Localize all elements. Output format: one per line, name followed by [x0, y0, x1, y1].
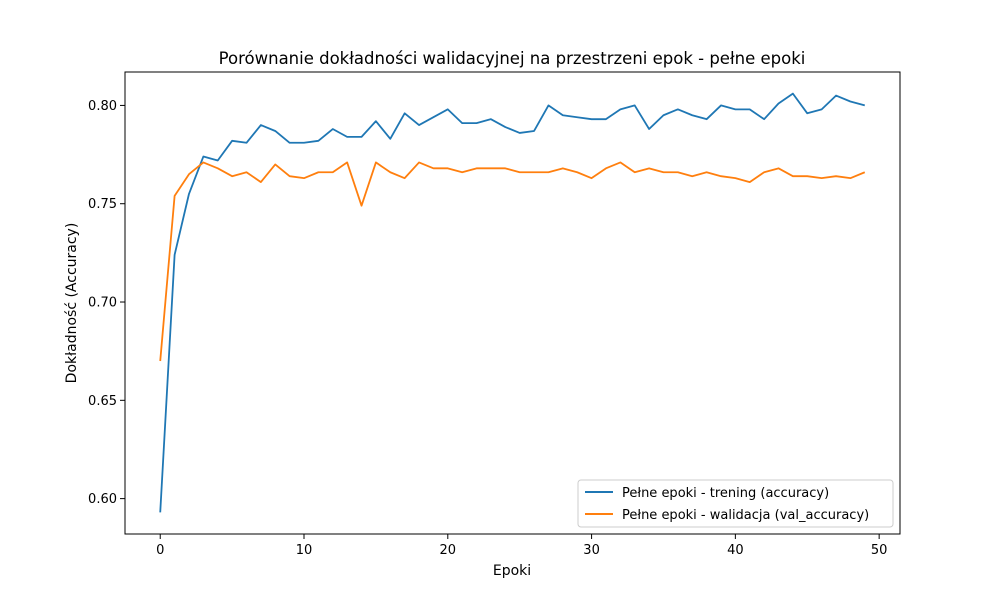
y-tick-label: 0.70: [88, 296, 117, 311]
legend: Pełne epoki - trening (accuracy) Pełne e…: [577, 479, 894, 528]
series-line-trening: [159, 92, 866, 513]
x-tick-label: 10: [296, 543, 313, 558]
legend-box: [577, 479, 894, 528]
y-tick-label: 0.75: [88, 197, 117, 212]
y-axis-label: Dokładność (Accuracy): [64, 223, 80, 384]
series-line-walidacja: [159, 161, 866, 362]
y-tick-label: 0.65: [88, 394, 117, 409]
x-tick-label: 50: [871, 543, 888, 558]
legend-label-walidacja: Pełne epoki - walidacja (val_accuracy): [622, 508, 869, 523]
y-axis-ticks: 0.60 0.65 0.70 0.75 0.80: [88, 99, 125, 507]
plot-frame: [124, 71, 901, 535]
x-tick-label: 40: [727, 543, 744, 558]
y-tick-label: 0.60: [88, 492, 117, 507]
series-lines: [159, 92, 866, 513]
chart-title: Porównanie dokładności walidacyjnej na p…: [219, 49, 806, 68]
y-tick-label: 0.80: [88, 99, 117, 114]
x-tick-label: 30: [583, 543, 600, 558]
legend-label-trening: Pełne epoki - trening (accuracy): [622, 486, 829, 501]
x-axis-ticks: 0 10 20 30 40 50: [156, 534, 887, 558]
x-tick-label: 20: [440, 543, 457, 558]
x-axis-label: Epoki: [493, 563, 531, 579]
x-tick-label: 0: [156, 543, 164, 558]
plot-area: [125, 72, 900, 534]
